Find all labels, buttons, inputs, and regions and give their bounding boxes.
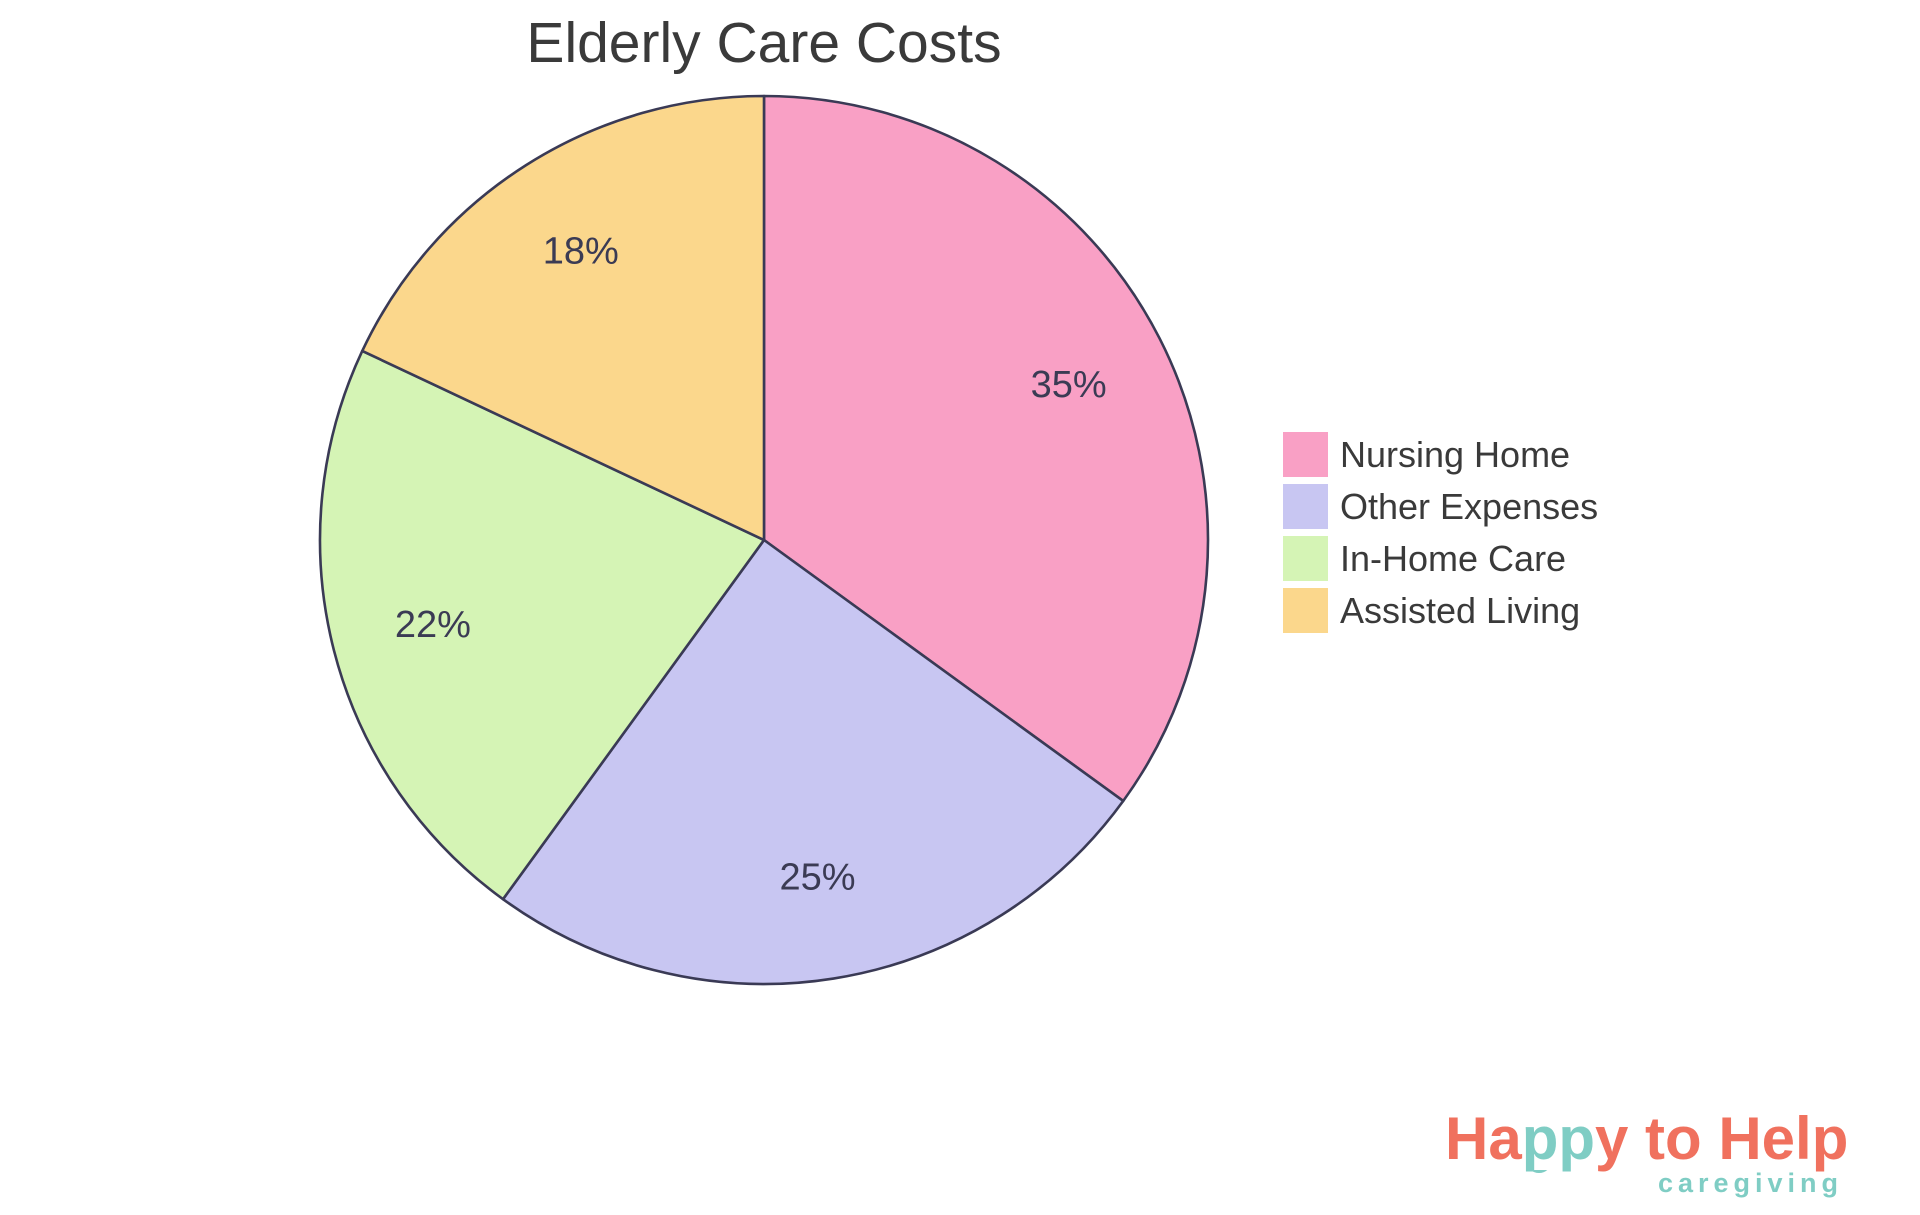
pie-slice-nursing-home — [762, 94, 1210, 803]
legend-item: In-Home Care — [1283, 536, 1598, 581]
logo-wordmark: Happy to Help — [1445, 1104, 1885, 1173]
legend-item: Other Expenses — [1283, 484, 1598, 529]
legend-label-assisted-living: Assisted Living — [1340, 589, 1581, 631]
legend-label-other-expenses: Other Expenses — [1340, 485, 1599, 527]
legend-swatch-in-home-care — [1283, 536, 1328, 581]
legend-item: Nursing Home — [1283, 432, 1598, 477]
slice-pct-label-assisted-living: 18% — [543, 230, 619, 272]
chart-title: Elderly Care Costs — [526, 11, 1002, 75]
logo-word-part2: pp — [1521, 1105, 1596, 1172]
legend-label-in-home-care: In-Home Care — [1340, 537, 1567, 579]
logo-tagline: caregiving — [1657, 1168, 1843, 1198]
legend-swatch-nursing-home — [1283, 432, 1328, 477]
legend-item: Assisted Living — [1283, 588, 1598, 633]
legend-label-nursing-home: Nursing Home — [1340, 433, 1571, 475]
smile-icon — [1525, 1170, 1573, 1195]
logo-word-part1: Ha — [1445, 1105, 1522, 1172]
slice-pct-label-nursing-home: 35% — [1031, 364, 1107, 406]
logo-word-part3: y to Help — [1595, 1105, 1849, 1172]
legend-swatch-assisted-living — [1283, 588, 1328, 633]
legend: Nursing Home Other Expenses In-Home Care… — [1283, 432, 1598, 633]
pie-slice-other-expenses — [501, 538, 1125, 986]
pie-slice-assisted-living — [360, 94, 766, 542]
brand-logo: Happy to Help caregiving — [1445, 1104, 1885, 1204]
slice-pct-label-other-expenses: 25% — [779, 857, 855, 899]
smile-icon-arc — [1526, 1170, 1552, 1173]
slice-pct-label-in-home-care: 22% — [395, 604, 471, 646]
legend-swatch-other-expenses — [1283, 484, 1328, 529]
